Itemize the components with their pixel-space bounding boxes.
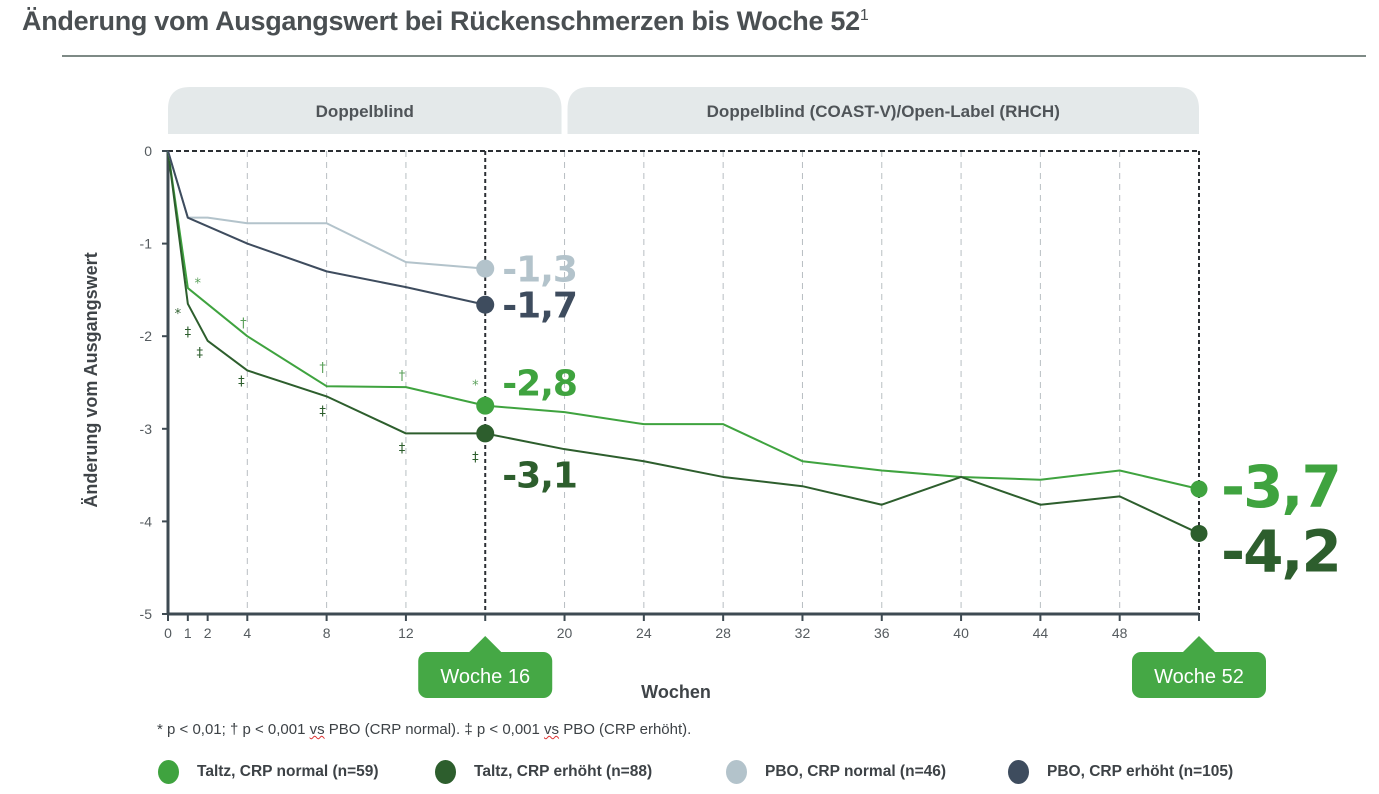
week-callouts: Woche 16 Woche 52 bbox=[418, 636, 1266, 698]
significance-marker: ‡ bbox=[399, 441, 406, 456]
phase-band bbox=[567, 87, 1199, 134]
x-tick-label: 8 bbox=[323, 625, 331, 641]
significance-marker: ‡ bbox=[238, 375, 245, 390]
footnote-vs: vs bbox=[544, 721, 560, 738]
week-callout-badge bbox=[418, 652, 553, 698]
phase-band bbox=[168, 87, 562, 134]
y-tick-label: -3 bbox=[140, 421, 153, 437]
y-tick-label: -4 bbox=[140, 513, 153, 529]
legend-swatch bbox=[1008, 760, 1029, 784]
title-text: Änderung vom Ausgangswert bei Rückenschm… bbox=[22, 6, 860, 36]
x-tick-label: 0 bbox=[164, 625, 172, 641]
x-tick-label: 1 bbox=[184, 625, 192, 641]
x-tick-label: 36 bbox=[874, 625, 890, 641]
data-point-marker bbox=[476, 396, 495, 415]
data-point-marker bbox=[476, 295, 495, 314]
y-tick-label: -2 bbox=[140, 328, 153, 344]
footnote-part: * p < 0,01; † p < 0,001 bbox=[157, 721, 310, 738]
x-tick-label: 28 bbox=[715, 625, 731, 641]
legend-swatch bbox=[726, 760, 747, 784]
chart-title: Änderung vom Ausgangswert bei Rückenschm… bbox=[22, 6, 869, 37]
x-tick-label: 20 bbox=[557, 625, 573, 641]
y-tick-label: -5 bbox=[140, 606, 153, 622]
series-line bbox=[167, 150, 486, 306]
end-value-label: -3,7 bbox=[1221, 453, 1340, 521]
x-tick-label: 44 bbox=[1033, 625, 1049, 641]
gridlines bbox=[168, 150, 1200, 614]
significance-marker: ‡ bbox=[196, 346, 203, 361]
x-tick-label: 24 bbox=[636, 625, 652, 641]
significance-marker: ‡ bbox=[319, 404, 326, 419]
callout-pointer bbox=[1183, 636, 1215, 652]
end-value-label: -3,1 bbox=[502, 455, 577, 496]
data-point-marker bbox=[476, 424, 495, 443]
x-tick-label: 32 bbox=[795, 625, 811, 641]
significance-marker: † bbox=[240, 316, 247, 331]
legend-label: Taltz, CRP normal (n=59) bbox=[197, 763, 379, 780]
x-tick-label: 12 bbox=[398, 625, 414, 641]
significance-marker: † bbox=[319, 361, 326, 376]
significance-marker: * bbox=[194, 276, 201, 291]
legend-label: PBO, CRP erhöht (n=105) bbox=[1047, 763, 1234, 780]
phase-label: Doppelblind (COAST-V)/Open-Label (RHCH) bbox=[707, 102, 1060, 121]
x-tick-label: 40 bbox=[953, 625, 969, 641]
significance-marker: † bbox=[399, 369, 406, 384]
x-tick-label: 2 bbox=[204, 625, 212, 641]
footnote-vs: vs bbox=[309, 721, 325, 738]
week-callout-label: Woche 16 bbox=[440, 666, 530, 688]
end-value-labels: -2,8 -3,7 -3,1 -4,2 -1,3-1,7 bbox=[502, 250, 1342, 586]
title-divider bbox=[62, 55, 1366, 57]
x-tick-label: 4 bbox=[243, 625, 251, 641]
week-callout-badge bbox=[1132, 652, 1266, 698]
footnote-part: PBO (CRP erhöht). bbox=[559, 721, 692, 738]
phase-bands: Doppelblind Doppelblind (COAST-V)/Open-La… bbox=[168, 87, 1199, 134]
x-tick-label: 48 bbox=[1112, 625, 1128, 641]
footnote: * p < 0,01; † p < 0,001 vs PBO (CRP norm… bbox=[157, 721, 691, 738]
legend-label: PBO, CRP normal (n=46) bbox=[765, 763, 947, 780]
significance-marker: * bbox=[472, 378, 479, 393]
x-axis-label: Wochen bbox=[641, 682, 711, 702]
end-value-label: -1,7 bbox=[502, 286, 577, 327]
end-value-label: -4,2 bbox=[1221, 517, 1340, 585]
data-point-marker bbox=[1190, 524, 1208, 542]
phase-label: Doppelblind bbox=[316, 102, 414, 121]
series-line bbox=[167, 150, 1200, 535]
legend-item-pbo-crp-erhoeht: PBO, CRP erhöht (n=105) bbox=[1008, 760, 1233, 784]
y-axis-label: Änderung vom Ausgangswert bbox=[81, 252, 101, 507]
end-value-label: -2,8 bbox=[502, 364, 577, 405]
title-footnote-ref: 1 bbox=[859, 7, 869, 24]
legend-item-pbo-crp-normal: PBO, CRP normal (n=46) bbox=[726, 760, 946, 784]
legend-swatch bbox=[158, 760, 179, 784]
legend-item-taltz-crp-erhoeht: Taltz, CRP erhöht (n=88) bbox=[435, 760, 652, 784]
callout-pointer bbox=[469, 636, 502, 652]
data-point-marker bbox=[476, 259, 495, 278]
significance-marker: * bbox=[175, 307, 182, 322]
legend-swatch bbox=[435, 760, 456, 784]
y-tick-label: -1 bbox=[140, 236, 153, 252]
footnote-part: PBO (CRP normal). ‡ p < 0,001 bbox=[324, 721, 545, 738]
week-callout-label: Woche 52 bbox=[1154, 666, 1244, 688]
significance-marker: ‡ bbox=[185, 326, 192, 341]
significance-markers: **‡‡†‡†‡†‡*‡ bbox=[175, 276, 479, 465]
series-lines bbox=[167, 150, 1208, 542]
end-value-label: -1,3 bbox=[502, 250, 577, 291]
axes: 0-1-2-3-4-50 1 2 4 8 12 20 24 28 32 36 40 44 48 bbox=[140, 143, 1200, 641]
significance-marker: ‡ bbox=[472, 451, 479, 466]
legend-item-taltz-crp-normal: Taltz, CRP normal (n=59) bbox=[158, 760, 379, 784]
legend-label: Taltz, CRP erhöht (n=88) bbox=[474, 763, 653, 780]
data-point-marker bbox=[1190, 480, 1208, 498]
y-tick-label: 0 bbox=[144, 143, 152, 159]
series-line bbox=[167, 150, 1200, 490]
